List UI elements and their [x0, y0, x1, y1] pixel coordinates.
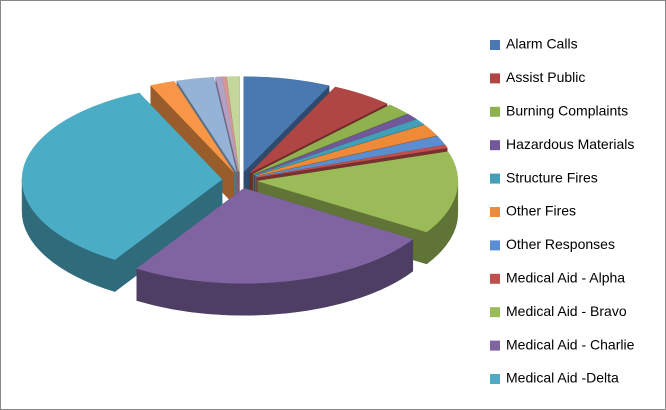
slice: [215, 76, 239, 172]
legend-label: Burning Complaints: [506, 103, 628, 119]
slice: [254, 119, 425, 176]
legend-label: Alarm Calls: [506, 36, 578, 52]
legend-swatch: [490, 106, 500, 117]
slice: [254, 113, 417, 175]
slice: [136, 188, 414, 284]
legend-swatch: [490, 173, 500, 184]
slice: [256, 136, 446, 177]
legend-swatch: [490, 207, 500, 217]
legend-label: Structure Fires: [506, 169, 598, 185]
legend-swatch: [490, 273, 500, 284]
legend-label: Hazardous Materials: [506, 136, 634, 152]
slice: [249, 86, 388, 174]
legend-swatch: [490, 40, 500, 50]
legend-swatch: [490, 307, 500, 318]
legend-swatch: [490, 240, 500, 251]
legend-swatch: [490, 140, 500, 151]
slice: [222, 76, 239, 172]
slice: [226, 76, 240, 172]
slice: [21, 92, 223, 260]
slice: [176, 76, 237, 172]
legend-label: Other Fires: [506, 203, 576, 219]
legend-label: Medical Aid - Bravo: [506, 303, 627, 319]
slice: [256, 144, 448, 178]
legend-label: Other Responses: [506, 236, 615, 252]
slice: [257, 151, 459, 233]
slice: [150, 81, 234, 173]
legend-label: Assist Public: [506, 69, 585, 85]
slice: [253, 104, 408, 175]
slice: [255, 124, 438, 177]
slice: [243, 76, 330, 173]
legend-label: Medical Aid - Alpha: [506, 270, 625, 286]
legend-swatch: [490, 374, 500, 384]
legend-swatch: [490, 73, 500, 84]
legend-label: Medical Aid - Charlie: [506, 336, 635, 352]
legend-swatch: [490, 340, 500, 351]
legend-label: Medical Aid -Delta: [506, 370, 619, 386]
